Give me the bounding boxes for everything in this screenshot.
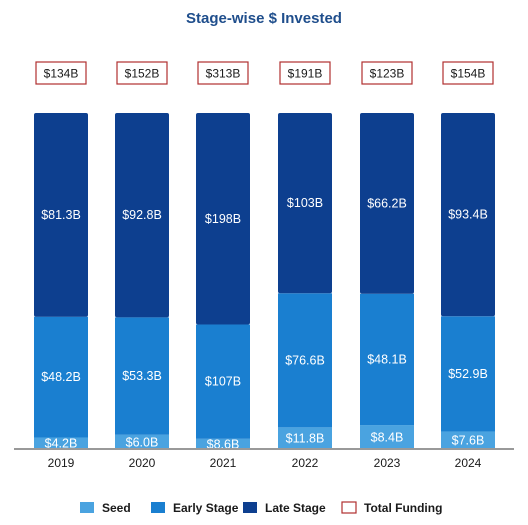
bar-late-stage-2020 bbox=[115, 113, 169, 318]
data-label-seed-2021: $8.6B bbox=[207, 437, 240, 451]
data-label-seed-2024: $7.6B bbox=[452, 434, 485, 448]
total-label-2021: $313B bbox=[206, 67, 241, 81]
total-box-2019 bbox=[35, 61, 87, 85]
data-label-late-stage-2019: $81.3B bbox=[41, 208, 81, 222]
total-label-2020: $152B bbox=[125, 67, 160, 81]
bar-late-stage-2019 bbox=[34, 113, 88, 317]
legend-swatch-late-stage bbox=[243, 502, 257, 513]
bar-late-stage-2022 bbox=[278, 113, 332, 294]
data-label-late-stage-2021: $198B bbox=[205, 212, 241, 226]
x-tick-2020: 2020 bbox=[129, 456, 156, 470]
bar-early-stage-2023 bbox=[360, 293, 414, 426]
x-tick-2021: 2021 bbox=[210, 456, 237, 470]
total-label-2023: $123B bbox=[370, 67, 405, 81]
bar-seed-2022 bbox=[278, 427, 332, 448]
data-label-early-stage-2021: $107B bbox=[205, 375, 241, 389]
legend-swatch-total-funding bbox=[341, 501, 357, 514]
total-label-2024: $154B bbox=[451, 67, 486, 81]
legend-label-seed: Seed bbox=[102, 501, 131, 515]
x-tick-2019: 2019 bbox=[48, 456, 75, 470]
bar-seed-2020 bbox=[115, 434, 169, 448]
bars-group: $4.2B $48.2B $81.3B $134B 2019 $6.0B $53.3B $92… bbox=[34, 61, 495, 470]
legend-label-late-stage: Late Stage bbox=[265, 501, 326, 515]
bar-seed-2021 bbox=[196, 438, 250, 448]
data-label-late-stage-2023: $66.2B bbox=[367, 196, 407, 210]
data-label-late-stage-2024: $93.4B bbox=[448, 208, 488, 222]
x-tick-2024: 2024 bbox=[455, 456, 482, 470]
bar-seed-2019 bbox=[34, 437, 88, 448]
bar-early-stage-2019 bbox=[34, 316, 88, 438]
bar-late-stage-2021 bbox=[196, 113, 250, 325]
legend: Seed Early Stage Late Stage Total Funding bbox=[80, 501, 442, 515]
x-tick-2022: 2022 bbox=[292, 456, 319, 470]
legend-label-early-stage: Early Stage bbox=[173, 501, 239, 515]
data-label-late-stage-2020: $92.8B bbox=[122, 208, 162, 222]
data-label-seed-2022: $11.8B bbox=[286, 432, 325, 446]
chart-title: Stage-wise $ Invested bbox=[186, 10, 342, 27]
data-label-early-stage-2024: $52.9B bbox=[448, 367, 488, 381]
total-label-2019: $134B bbox=[44, 67, 79, 81]
bar-seed-2023 bbox=[360, 425, 414, 448]
data-label-early-stage-2022: $76.6B bbox=[285, 353, 325, 367]
legend-swatch-seed bbox=[80, 502, 94, 513]
data-label-seed-2019: $4.2B bbox=[45, 437, 78, 451]
total-box-2023 bbox=[361, 61, 413, 85]
data-label-late-stage-2022: $103B bbox=[287, 196, 323, 210]
bar-late-stage-2024 bbox=[441, 113, 495, 317]
bar-seed-2024 bbox=[441, 431, 495, 448]
data-label-early-stage-2020: $53.3B bbox=[122, 369, 162, 383]
bar-early-stage-2020 bbox=[115, 317, 169, 435]
bar-late-stage-2023 bbox=[360, 113, 414, 294]
total-box-2020 bbox=[116, 61, 168, 85]
data-label-early-stage-2019: $48.2B bbox=[41, 370, 81, 384]
total-box-2021 bbox=[197, 61, 249, 85]
data-label-early-stage-2023: $48.1B bbox=[367, 352, 407, 366]
legend-swatch-early-stage bbox=[151, 502, 165, 513]
legend-label-total-funding: Total Funding bbox=[364, 501, 442, 515]
bar-early-stage-2021 bbox=[196, 324, 250, 439]
total-box-2022 bbox=[279, 61, 331, 85]
total-label-2022: $191B bbox=[288, 67, 323, 81]
x-tick-2023: 2023 bbox=[374, 456, 401, 470]
data-label-seed-2020: $6.0B bbox=[126, 435, 159, 449]
bar-early-stage-2022 bbox=[278, 293, 332, 428]
bar-early-stage-2024 bbox=[441, 316, 495, 432]
data-label-seed-2023: $8.4B bbox=[371, 431, 404, 445]
total-box-2024 bbox=[442, 61, 494, 85]
